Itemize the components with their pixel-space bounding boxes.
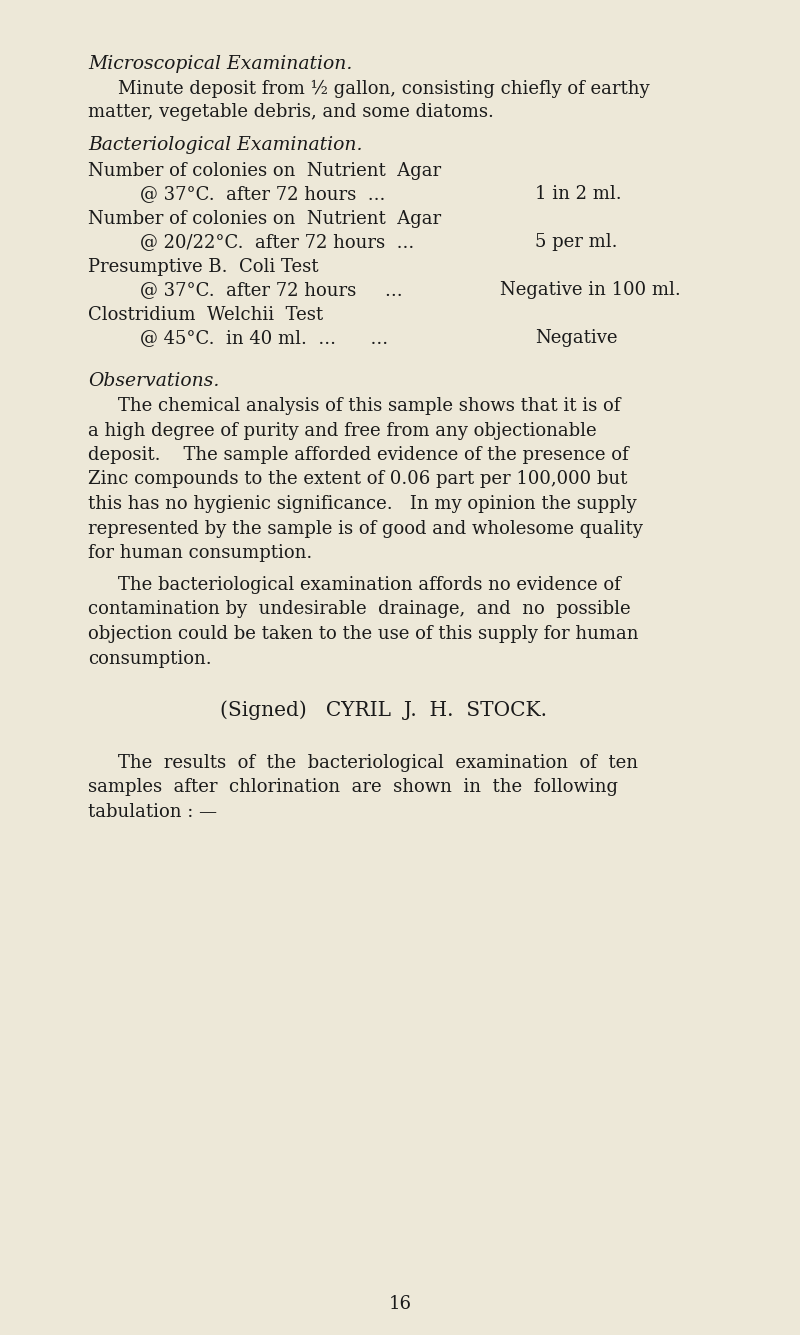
Text: 5 per ml.: 5 per ml. [535, 234, 618, 251]
Text: The  results  of  the  bacteriological  examination  of  ten: The results of the bacteriological exami… [118, 754, 638, 772]
Text: matter, vegetable debris, and some diatoms.: matter, vegetable debris, and some diato… [88, 103, 494, 121]
Text: Bacteriological Examination.: Bacteriological Examination. [88, 136, 362, 154]
Text: Microscopical Examination.: Microscopical Examination. [88, 55, 352, 73]
Text: Number of colonies on  Nutrient  Agar: Number of colonies on Nutrient Agar [88, 162, 441, 180]
Text: Clostridium  Welchii  Test: Clostridium Welchii Test [88, 306, 323, 324]
Text: objection could be taken to the use of this supply for human: objection could be taken to the use of t… [88, 625, 638, 643]
Text: represented by the sample is of good and wholesome quality: represented by the sample is of good and… [88, 519, 643, 538]
Text: Number of colonies on  Nutrient  Agar: Number of colonies on Nutrient Agar [88, 210, 441, 228]
Text: for human consumption.: for human consumption. [88, 543, 312, 562]
Text: consumption.: consumption. [88, 650, 212, 668]
Text: Minute deposit from ½ gallon, consisting chiefly of earthy: Minute deposit from ½ gallon, consisting… [118, 80, 650, 97]
Text: @ 37°C.  after 72 hours  ...: @ 37°C. after 72 hours ... [140, 186, 386, 203]
Text: samples  after  chlorination  are  shown  in  the  following: samples after chlorination are shown in … [88, 778, 618, 797]
Text: tabulation : —: tabulation : — [88, 802, 217, 821]
Text: this has no hygienic significance.   In my opinion the supply: this has no hygienic significance. In my… [88, 495, 637, 513]
Text: 16: 16 [389, 1295, 411, 1314]
Text: Observations.: Observations. [88, 372, 219, 390]
Text: a high degree of purity and free from any objectionable: a high degree of purity and free from an… [88, 422, 597, 439]
Text: @ 45°C.  in 40 ml.  ...      ...: @ 45°C. in 40 ml. ... ... [140, 328, 388, 347]
Text: The chemical analysis of this sample shows that it is of: The chemical analysis of this sample sho… [118, 396, 620, 415]
Text: @ 20/22°C.  after 72 hours  ...: @ 20/22°C. after 72 hours ... [140, 234, 414, 251]
Text: Presumptive B.  Coli Test: Presumptive B. Coli Test [88, 258, 318, 276]
Text: contamination by  undesirable  drainage,  and  no  possible: contamination by undesirable drainage, a… [88, 601, 630, 618]
Text: (Signed)   CYRIL  J.  H.  STOCK.: (Signed) CYRIL J. H. STOCK. [220, 700, 547, 720]
Text: Negative in 100 ml.: Negative in 100 ml. [500, 280, 681, 299]
Text: Negative: Negative [535, 328, 618, 347]
Text: @ 37°C.  after 72 hours     ...: @ 37°C. after 72 hours ... [140, 280, 402, 299]
Text: Zinc compounds to the extent of 0.06 part per 100,000 but: Zinc compounds to the extent of 0.06 par… [88, 470, 627, 489]
Text: 1 in 2 ml.: 1 in 2 ml. [535, 186, 622, 203]
Text: deposit.    The sample afforded evidence of the presence of: deposit. The sample afforded evidence of… [88, 446, 629, 465]
Text: The bacteriological examination affords no evidence of: The bacteriological examination affords … [118, 575, 621, 594]
